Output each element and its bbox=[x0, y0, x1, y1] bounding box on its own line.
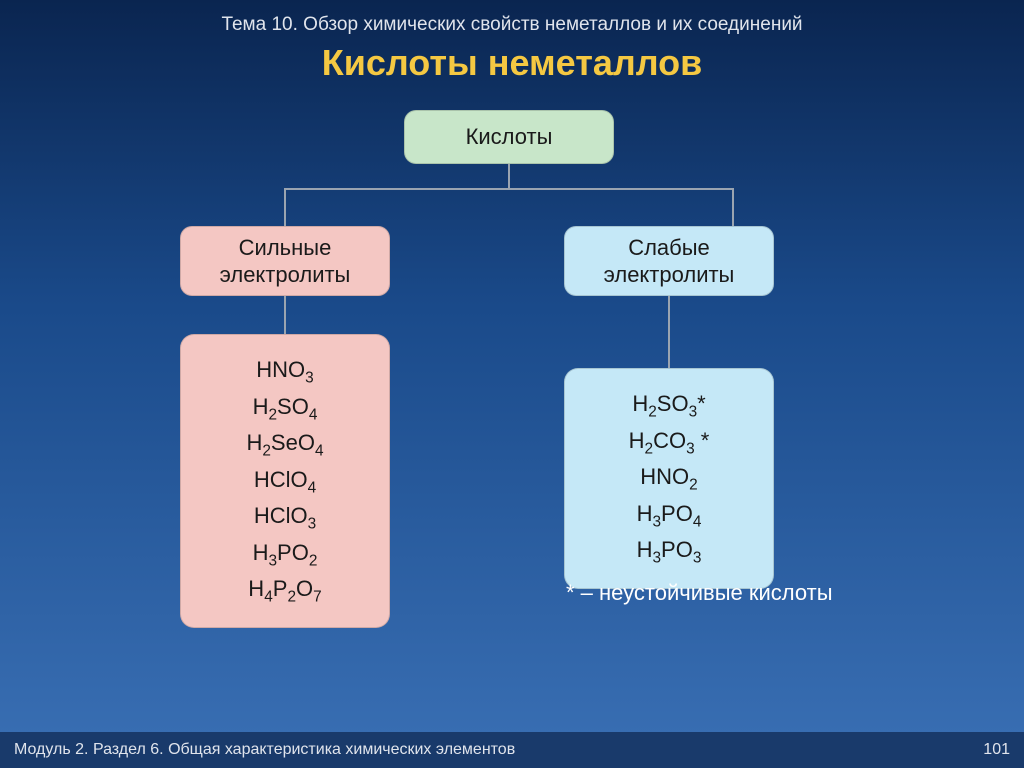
left-cat-line2: электролиты bbox=[220, 261, 351, 289]
right-cat-line1: Слабые bbox=[628, 234, 710, 262]
formula: HClO3 bbox=[191, 499, 379, 536]
right-cat-line2: электролиты bbox=[604, 261, 735, 289]
formula: H2SeO4 bbox=[191, 426, 379, 463]
left-cat-line1: Сильные bbox=[239, 234, 332, 262]
root-label: Кислоты bbox=[466, 124, 553, 150]
root-node: Кислоты bbox=[404, 110, 614, 164]
formula: H3PO4 bbox=[575, 497, 763, 534]
hierarchy-diagram: Кислоты Сильные электролиты Слабые элект… bbox=[0, 110, 1024, 670]
page-number: 101 bbox=[983, 741, 1010, 759]
formula: H4P2O7 bbox=[191, 572, 379, 609]
formula: H2SO3* bbox=[575, 387, 763, 424]
slide-header: Тема 10. Обзор химических свойств немета… bbox=[0, 0, 1024, 84]
connector bbox=[668, 296, 670, 368]
footnote: * – неустойчивые кислоты bbox=[566, 580, 833, 606]
formula: H3PO3 bbox=[575, 533, 763, 570]
right-formula-list: H2SO3*H2CO3 *HNO2H3PO4H3PO3 bbox=[564, 368, 774, 589]
formula: H2SO4 bbox=[191, 390, 379, 427]
topic-line: Тема 10. Обзор химических свойств немета… bbox=[0, 14, 1024, 36]
slide-footer: Модуль 2. Раздел 6. Общая характеристика… bbox=[0, 732, 1024, 768]
left-formula-list: HNO3H2SO4H2SeO4HClO4HClO3H3PO2H4P2O7 bbox=[180, 334, 390, 628]
formula: HNO2 bbox=[575, 460, 763, 497]
slide-title: Кислоты неметаллов bbox=[0, 42, 1024, 84]
left-category: Сильные электролиты bbox=[180, 226, 390, 296]
connector bbox=[508, 164, 510, 188]
right-category: Слабые электролиты bbox=[564, 226, 774, 296]
connector bbox=[284, 296, 286, 334]
formula: H2CO3 * bbox=[575, 424, 763, 461]
connector bbox=[284, 190, 286, 226]
connector bbox=[732, 190, 734, 226]
formula: HClO4 bbox=[191, 463, 379, 500]
formula: H3PO2 bbox=[191, 536, 379, 573]
formula: HNO3 bbox=[191, 353, 379, 390]
connector bbox=[284, 188, 734, 190]
footer-text: Модуль 2. Раздел 6. Общая характеристика… bbox=[14, 741, 983, 759]
